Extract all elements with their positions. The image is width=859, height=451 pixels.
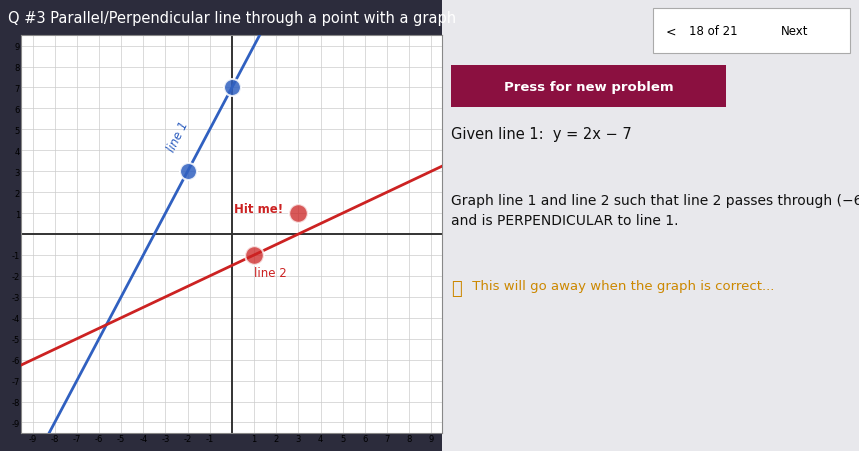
Text: Next: Next [781,25,808,38]
Point [291,210,305,217]
Text: line 2: line 2 [254,267,287,279]
Text: <: < [666,25,676,38]
Text: Hit me!: Hit me! [235,202,283,216]
Text: 18 of 21: 18 of 21 [689,25,737,38]
Text: Q #3 Parallel/Perpendicular line through a point with a graph: Q #3 Parallel/Perpendicular line through… [8,11,456,26]
Text: 🤔: 🤔 [451,280,462,298]
Text: line 1: line 1 [166,119,192,154]
Text: Given line 1:  y = 2x − 7: Given line 1: y = 2x − 7 [451,126,631,141]
Point [180,168,194,175]
Point [247,252,261,259]
Point [225,85,239,92]
Text: Press for new problem: Press for new problem [503,80,673,93]
Text: This will go away when the graph is correct...: This will go away when the graph is corr… [468,280,775,293]
Text: Graph line 1 and line 2 such that line 2 passes through (−6,2)
and is PERPENDICU: Graph line 1 and line 2 such that line 2… [451,194,859,227]
